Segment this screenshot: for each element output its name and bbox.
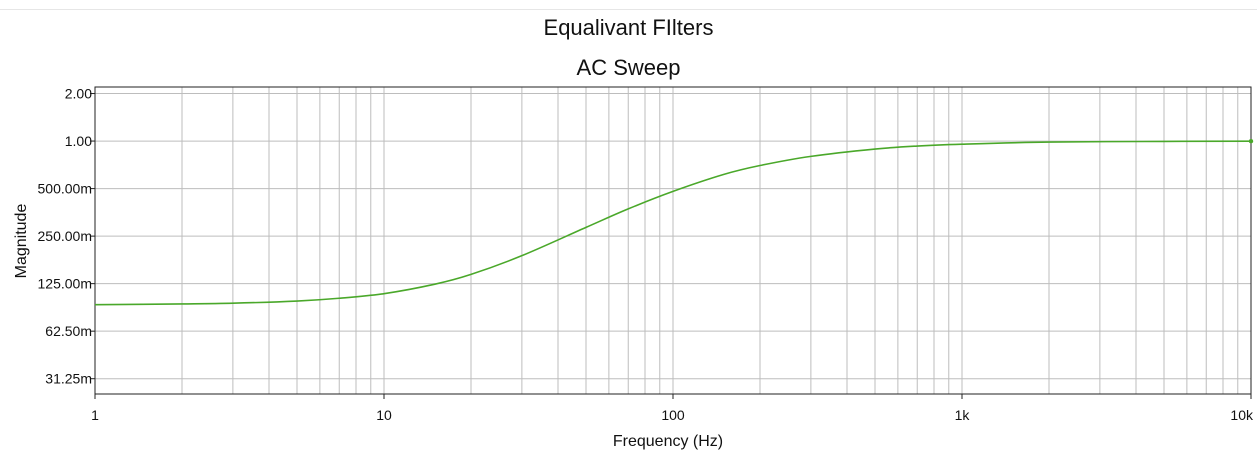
x-tick-label: 1 [91, 407, 99, 423]
y-tick-label: 31.25m [45, 371, 92, 387]
x-tick-label: 10k [1230, 407, 1254, 423]
x-axis-label: Frequency (Hz) [613, 433, 723, 450]
chart-title: Equalivant FIlters [543, 15, 714, 40]
y-tick-label: 500.00m [38, 181, 92, 197]
grid-layer [95, 87, 1251, 394]
tick-layer: 1 10 100 1k 10k 2.00 1.00 500.00m 250.00m 125.00m… [38, 86, 1254, 423]
y-tick-label: 62.50m [45, 323, 92, 339]
series-layer [94, 138, 1254, 306]
x-tick-label: 10 [376, 407, 392, 423]
y-tick-label: 1.00 [65, 133, 92, 149]
top-divider [0, 9, 1257, 10]
y-axis-label: Magnitude [13, 204, 30, 279]
x-tick-label: 1k [955, 407, 971, 423]
series-line [94, 140, 1252, 306]
y-tick-label: 250.00m [38, 228, 92, 244]
x-tick-label: 100 [661, 407, 685, 423]
y-tick-label: 125.00m [38, 276, 92, 292]
series-end-marker [1248, 138, 1254, 144]
y-tick-label: 2.00 [65, 86, 92, 102]
chart-subtitle: AC Sweep [576, 55, 681, 80]
